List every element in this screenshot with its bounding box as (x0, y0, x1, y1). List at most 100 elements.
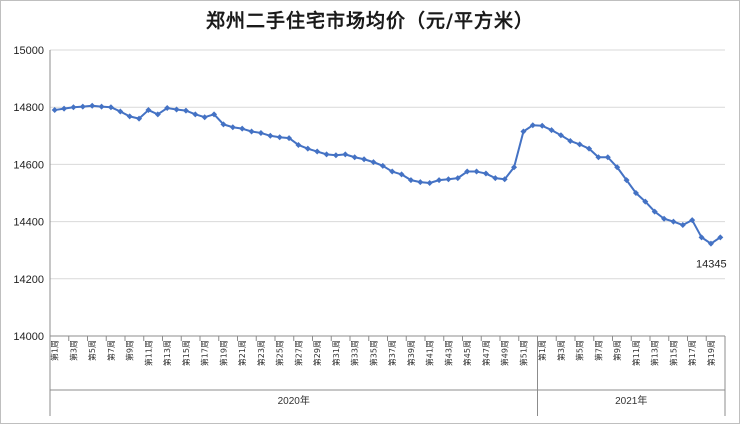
data-point (276, 134, 283, 141)
data-point (323, 151, 330, 158)
y-tick-label: 15000 (13, 45, 44, 57)
data-point (651, 208, 658, 215)
data-point (567, 137, 574, 144)
data-point (614, 164, 621, 171)
x-tick-label: 第37周 (387, 340, 397, 366)
x-tick-label: 第5周 (87, 340, 97, 361)
data-point (107, 104, 114, 111)
x-tick-label: 第35周 (368, 340, 378, 366)
x-tick-label: 第19周 (218, 340, 228, 366)
data-point (332, 152, 339, 159)
x-tick-label: 第51周 (518, 340, 528, 366)
data-point (220, 121, 227, 128)
data-point (436, 177, 443, 184)
y-tick-label: 14200 (13, 274, 44, 286)
data-point (529, 122, 536, 129)
data-point (201, 114, 208, 121)
chart-title: 郑州二手住宅市场均价（元/平方米） (206, 10, 534, 32)
data-point (557, 132, 564, 139)
data-point (70, 104, 77, 111)
data-point (267, 132, 274, 139)
x-tick-label: 第21周 (237, 340, 247, 366)
data-point (370, 159, 377, 166)
data-point (717, 234, 724, 241)
data-point (295, 141, 302, 148)
data-point (192, 111, 199, 118)
data-point (642, 198, 649, 205)
data-point (595, 154, 602, 161)
x-tick-label: 第25周 (275, 340, 285, 366)
x-tick-label: 第45周 (462, 340, 472, 366)
data-point (248, 128, 255, 135)
data-point (445, 176, 452, 183)
data-label: 14345 (696, 258, 727, 270)
x-tick-label: 第17周 (200, 340, 210, 366)
data-point (98, 103, 105, 110)
data-point (61, 105, 68, 112)
data-point (89, 102, 96, 109)
data-point (464, 168, 471, 175)
x-tick-label: 第9周 (612, 340, 622, 361)
x-tick-label: 第1周 (537, 340, 547, 361)
data-point (314, 148, 321, 155)
x-tick-label: 第43周 (443, 340, 453, 366)
x-tick-label: 第7周 (593, 340, 603, 361)
x-tick-label: 第11周 (631, 340, 641, 366)
x-tick-label: 第17周 (687, 340, 697, 366)
data-point (389, 168, 396, 175)
x-tick-label: 第49周 (500, 340, 510, 366)
x-axis-year-groups: 2020年 2021年 (278, 394, 648, 407)
y-tick-label: 14600 (13, 159, 44, 171)
data-point (229, 124, 236, 131)
data-point (407, 177, 414, 184)
x-tick-label: 第13周 (162, 340, 172, 366)
y-tick-label: 14000 (13, 331, 44, 343)
x-axis-tick-labels: 第1周 第3周 第5周 第7周 第9周 第11周 第13周 第15周 第17周 第19周 第21周第… (50, 340, 716, 366)
x-tick-label: 第3周 (556, 340, 566, 361)
data-point (286, 135, 293, 142)
x-tick-label: 第19周 (706, 340, 716, 366)
data-point (670, 218, 677, 225)
x-tick-label: 第33周 (350, 340, 360, 366)
y-tick-label: 14400 (13, 217, 44, 229)
data-point (707, 240, 714, 247)
data-point (239, 125, 246, 132)
data-point (136, 115, 143, 122)
x-tick-label: 第23周 (256, 340, 266, 366)
data-point (604, 154, 611, 161)
data-point (173, 106, 180, 113)
x-tick-label: 第7周 (106, 340, 116, 361)
series-line (54, 104, 721, 245)
data-point (164, 105, 171, 112)
data-point (379, 162, 386, 169)
data-point (257, 129, 264, 136)
year-group-label: 2020年 (278, 394, 310, 407)
data-point (211, 111, 218, 118)
data-point (482, 170, 489, 177)
data-point (51, 107, 58, 114)
data-point (501, 176, 508, 183)
x-tick-label: 第15周 (181, 340, 191, 366)
data-point (342, 151, 349, 158)
x-tick-label: 第31周 (331, 340, 341, 366)
data-point (679, 222, 686, 229)
data-point (117, 108, 124, 115)
x-tick-label: 第39周 (406, 340, 416, 366)
gridlines (50, 49, 725, 337)
data-point (426, 179, 433, 186)
data-point (520, 128, 527, 135)
data-point (454, 175, 461, 182)
data-point (398, 171, 405, 178)
x-tick-label: 第11周 (143, 340, 153, 366)
data-point (511, 164, 518, 171)
data-labels: 14345 (696, 258, 727, 270)
axes (49, 50, 726, 416)
data-point (473, 168, 480, 175)
data-point (154, 111, 161, 118)
x-tick-label: 第9周 (125, 340, 135, 361)
series-price (51, 102, 724, 247)
data-point (361, 156, 368, 163)
x-tick-label: 第3周 (68, 340, 78, 361)
data-point (182, 107, 189, 114)
